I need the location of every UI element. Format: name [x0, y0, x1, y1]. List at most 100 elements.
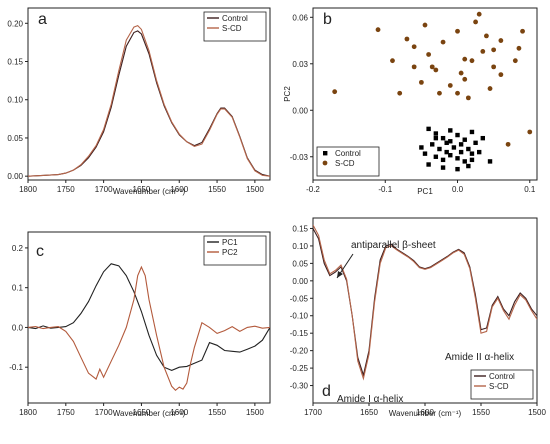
legend-label: Control: [335, 149, 361, 158]
data-point-control: [444, 140, 449, 146]
legend-box: [203, 235, 267, 266]
annotation-amide-ii: Amide II α-helix: [445, 352, 514, 363]
x-tick-label: 1800: [19, 408, 37, 417]
x-tick-label: 1700: [304, 408, 322, 417]
data-point-control: [458, 142, 464, 147]
data-point-s-cd: [505, 141, 511, 147]
x-tick-label: 1600: [170, 408, 188, 417]
x-tick-label: 1550: [208, 185, 226, 194]
data-point-control: [455, 166, 460, 172]
series-line-s-cd: [313, 224, 537, 381]
x-axis-label: Wavenumber (cm⁻¹): [113, 187, 186, 196]
data-point-control: [469, 151, 475, 156]
data-point-s-cd: [462, 56, 468, 62]
x-tick-label: 1500: [246, 408, 264, 417]
y-tick-label: 0.03: [292, 60, 308, 69]
y-tick-label: 0.1: [12, 284, 24, 293]
series-line-s-cd: [28, 24, 270, 177]
data-point-control: [433, 131, 439, 136]
legend-box: [470, 369, 534, 400]
x-tick-label: 0.0: [452, 185, 464, 194]
data-point-control: [462, 159, 467, 164]
data-point-s-cd: [404, 36, 410, 42]
data-point-s-cd: [447, 83, 453, 88]
data-point-control: [451, 145, 457, 150]
y-tick-label: -0.05: [290, 294, 309, 303]
data-point-control: [444, 149, 449, 155]
data-point-s-cd: [484, 33, 489, 39]
data-point-control: [448, 128, 453, 133]
x-axis-label: Wavenumber (cm⁻¹): [389, 409, 462, 418]
data-point-s-cd: [397, 90, 403, 96]
data-point-s-cd: [498, 38, 504, 43]
data-point-control: [440, 157, 446, 163]
y-tick-label: -0.20: [290, 347, 309, 356]
data-point-s-cd: [473, 19, 478, 25]
data-layer: [28, 263, 270, 392]
data-point-control: [419, 145, 424, 150]
y-tick-label: -0.30: [290, 382, 309, 391]
data-point-control: [466, 163, 471, 169]
series-line-pc1: [28, 263, 270, 371]
data-point-s-cd: [498, 72, 504, 78]
x-tick-label: 1700: [95, 408, 113, 417]
annotation-amide-i: Amide I α-helix: [337, 394, 403, 405]
data-point-s-cd: [411, 64, 417, 70]
y-tick-label: 0.10: [7, 96, 23, 105]
data-point-s-cd: [465, 95, 471, 101]
data-point-control: [440, 135, 446, 141]
y-tick-label: 0.2: [12, 244, 24, 253]
data-point-control: [433, 154, 439, 159]
data-point-control: [473, 140, 478, 146]
legend-label: S-CD: [335, 159, 355, 168]
y-tick-label: 0.0: [12, 323, 24, 332]
panel-letter: d: [322, 383, 331, 400]
x-tick-label: 1550: [472, 408, 490, 417]
panel-letter: c: [36, 243, 44, 260]
data-point-control: [440, 165, 446, 170]
data-point-s-cd: [520, 28, 525, 34]
legend-label: Control: [489, 372, 515, 381]
data-point-s-cd: [491, 47, 497, 53]
y-tick-label: -0.03: [290, 153, 309, 162]
x-tick-label: 1600: [170, 185, 188, 194]
panel-letter: b: [323, 11, 332, 28]
x-tick-label: -0.2: [306, 185, 320, 194]
y-tick-label: 0.15: [292, 224, 308, 233]
x-tick-label: 1750: [57, 185, 75, 194]
data-point-s-cd: [458, 70, 464, 76]
data-point-s-cd: [426, 52, 432, 57]
data-point-s-cd: [440, 39, 446, 45]
data-point-s-cd: [455, 90, 460, 96]
annotation-beta-sheet: antiparallel β-sheet: [351, 240, 436, 251]
y-tick-label: 0.00: [292, 106, 308, 115]
data-point-control: [455, 156, 460, 161]
x-axis-label: Wavenumber (cm⁻¹): [113, 409, 186, 418]
legend-label: PC1: [222, 238, 238, 247]
y-tick-label: 0.05: [292, 259, 308, 268]
data-point-control: [458, 149, 464, 155]
data-layer: [313, 224, 537, 381]
legend-label: S-CD: [489, 382, 509, 391]
x-tick-label: 0.1: [524, 185, 536, 194]
data-point-control: [433, 135, 439, 141]
panel-a: 1800 1750 1700 1650 1600 1550 1500 0.00 0.05 0.10…: [7, 7, 271, 196]
data-point-s-cd: [512, 58, 518, 64]
data-layer: [332, 11, 533, 172]
data-point-s-cd: [332, 89, 338, 95]
data-point-control: [487, 159, 493, 164]
x-tick-label: 1750: [57, 408, 75, 417]
data-point-control: [430, 142, 435, 147]
data-point-control: [462, 137, 467, 142]
y-tick-label: 0.15: [7, 58, 23, 67]
data-point-control: [426, 162, 431, 167]
data-point-s-cd: [411, 44, 417, 50]
x-tick-label: 1500: [246, 185, 264, 194]
data-point-control: [480, 135, 486, 141]
y-tick-label: 0.00: [292, 277, 308, 286]
data-point-s-cd: [462, 76, 468, 82]
annotation-arrowhead: [337, 271, 343, 278]
data-point-control: [437, 146, 442, 152]
